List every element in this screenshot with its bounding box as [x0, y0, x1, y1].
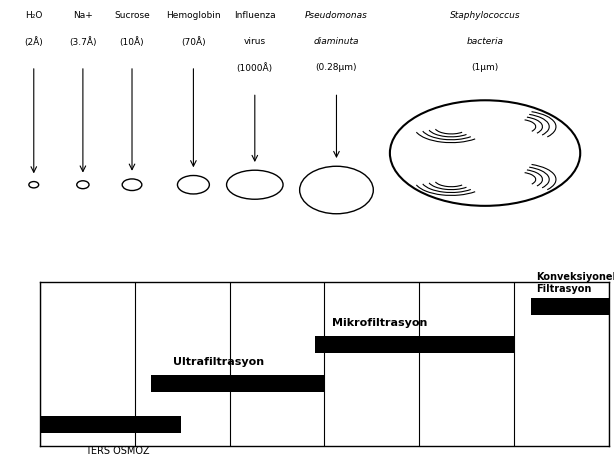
Text: TERS OSMOZ: TERS OSMOZ [85, 446, 150, 455]
Text: H₂O: H₂O [25, 10, 42, 20]
Text: (2Å): (2Å) [25, 37, 43, 47]
Text: Na+: Na+ [73, 10, 93, 20]
Text: virus: virus [244, 37, 266, 46]
Text: Staphylococcus: Staphylococcus [449, 10, 521, 20]
Text: (3.7Å): (3.7Å) [69, 37, 96, 47]
Text: (1μm): (1μm) [472, 63, 499, 72]
Text: (10Å): (10Å) [120, 37, 144, 47]
Text: (0.28μm): (0.28μm) [316, 63, 357, 72]
Text: bacteria: bacteria [467, 37, 503, 46]
Text: Ultrafiltrasyon: Ultrafiltrasyon [173, 357, 263, 367]
Text: Hemoglobin: Hemoglobin [166, 10, 220, 20]
Text: (1000Å): (1000Å) [237, 63, 273, 73]
Text: Konveksiyonel
Filtrasyon: Konveksiyonel Filtrasyon [536, 272, 614, 293]
Text: Pseudomonas: Pseudomonas [305, 10, 368, 20]
Bar [531, 298, 609, 315]
Text: (70Å): (70Å) [181, 37, 206, 47]
Text: Influenza: Influenza [234, 10, 276, 20]
Text: diaminuta: diaminuta [314, 37, 359, 46]
Bar [40, 416, 181, 433]
Bar [316, 336, 515, 353]
Text: Sucrose: Sucrose [114, 10, 150, 20]
Text: Mikrofiltrasyon: Mikrofiltrasyon [332, 318, 427, 328]
Bar [152, 375, 325, 392]
